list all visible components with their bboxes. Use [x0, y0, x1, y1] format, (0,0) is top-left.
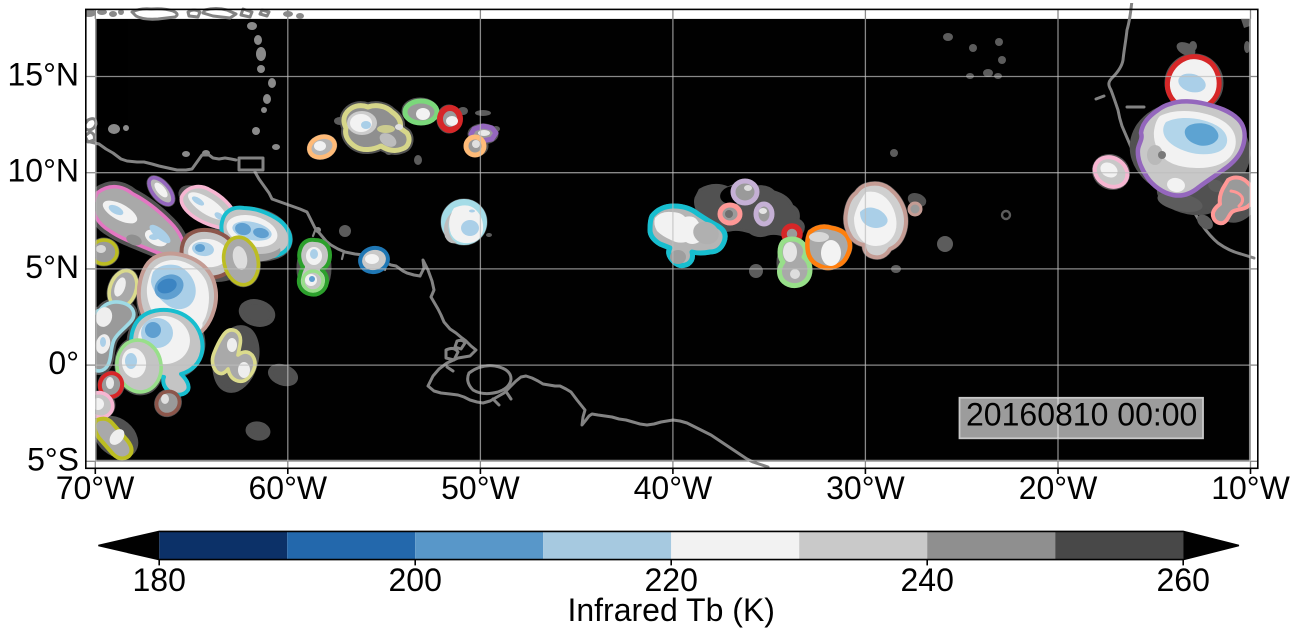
svg-text:180: 180 [133, 562, 186, 598]
svg-text:20°W: 20°W [1019, 470, 1098, 506]
svg-text:15°N: 15°N [8, 57, 80, 93]
svg-text:40°W: 40°W [634, 470, 713, 506]
svg-text:260: 260 [1157, 562, 1210, 598]
svg-text:5°S: 5°S [27, 441, 79, 477]
svg-text:30°W: 30°W [826, 470, 905, 506]
svg-text:10°W: 10°W [1211, 470, 1290, 506]
svg-text:60°W: 60°W [249, 470, 328, 506]
svg-text:220: 220 [645, 562, 698, 598]
svg-text:5°N: 5°N [25, 249, 79, 285]
svg-text:10°N: 10°N [8, 153, 80, 189]
svg-text:0°: 0° [48, 345, 79, 381]
svg-text:50°W: 50°W [441, 470, 520, 506]
svg-text:70°W: 70°W [56, 470, 135, 506]
svg-text:Infrared Tb (K): Infrared Tb (K) [567, 592, 774, 628]
svg-text:20160810 00:00: 20160810 00:00 [966, 397, 1197, 433]
svg-text:240: 240 [901, 562, 954, 598]
svg-text:200: 200 [389, 562, 442, 598]
